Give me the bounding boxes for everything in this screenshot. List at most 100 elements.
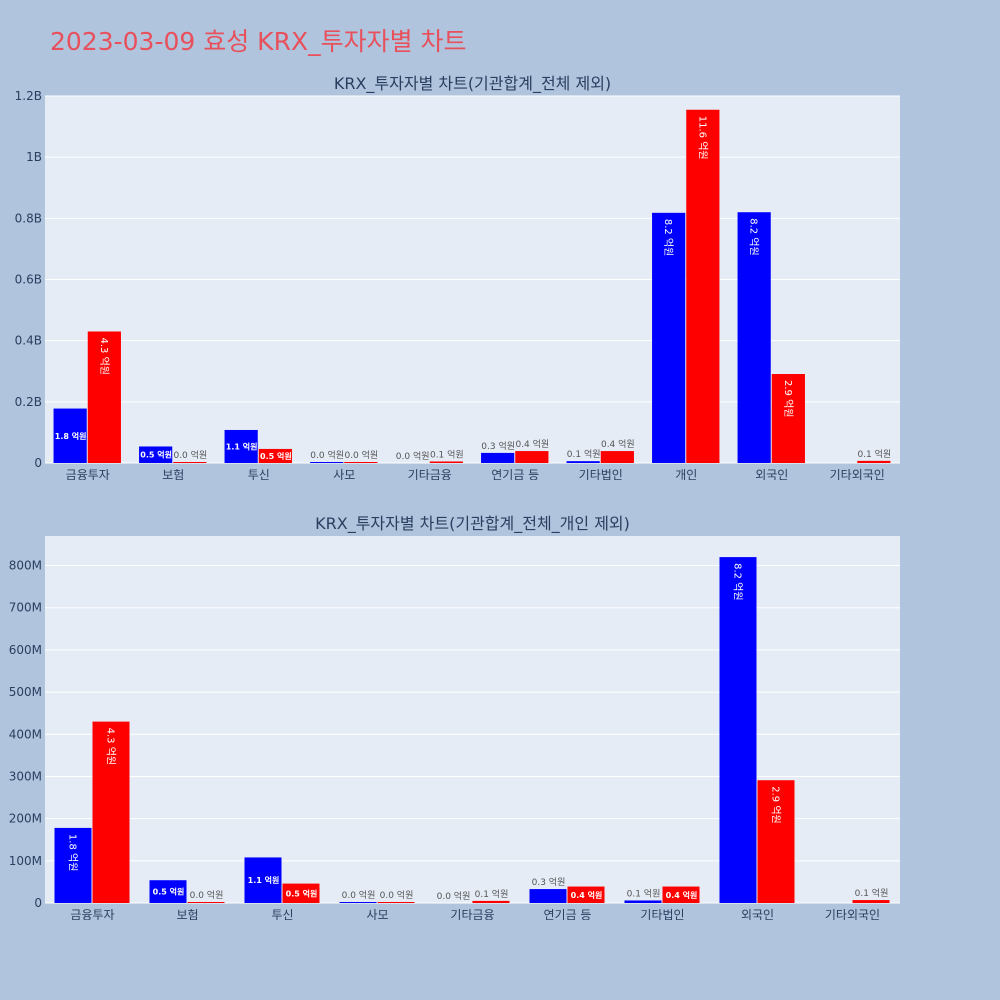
x-tick-label: 기타외국인	[830, 468, 885, 480]
data-label: 8.2 억원	[732, 563, 744, 600]
y-tick-label: 400M	[9, 727, 42, 741]
x-tick-label: 기타법인	[640, 908, 684, 920]
bar-sell	[87, 331, 121, 463]
y-tick-label: 500M	[9, 685, 42, 699]
data-label: 0.0 억원	[437, 890, 471, 902]
x-tick-label: 금융투자	[70, 908, 114, 920]
bar-sell	[662, 886, 700, 903]
x-tick-label: 기타법인	[579, 468, 623, 480]
chart-title: KRX_투자자별 차트(기관합계_전체_개인 제외)	[315, 514, 630, 534]
y-tick-label: 1.2B	[15, 89, 42, 103]
bar-sell	[173, 462, 207, 463]
data-label: 0.1 억원	[857, 448, 891, 460]
data-label: 0.5 억원	[153, 887, 185, 897]
data-label: 0.5 억원	[260, 451, 292, 461]
bar-sell	[258, 448, 292, 463]
data-label: 2.9 억원	[782, 380, 794, 417]
bar-buy	[566, 461, 600, 463]
x-tick-label: 기타금융	[408, 468, 452, 480]
bar-sell	[757, 780, 795, 903]
y-tick-label: 300M	[9, 769, 42, 783]
data-label: 0.0 억원	[396, 450, 430, 462]
y-tick-label: 100M	[9, 854, 42, 868]
data-label: 0.4 억원	[515, 438, 549, 450]
data-label: 8.2 억원	[662, 219, 674, 256]
bar-buy	[652, 212, 686, 463]
x-tick-label: 연기금 등	[491, 468, 539, 480]
bar-sell	[429, 461, 463, 463]
bar-sell	[567, 886, 605, 903]
bar-buy	[624, 900, 662, 903]
bar-buy	[529, 889, 567, 903]
y-tick-label: 0.8B	[15, 211, 42, 225]
data-label: 0.4 억원	[666, 890, 698, 900]
data-label: 1.8 억원	[67, 834, 79, 871]
data-label: 0.5 억원	[286, 888, 318, 898]
bar-sell	[600, 451, 634, 463]
bar-sell	[377, 902, 415, 903]
data-label: 0.0 억원	[344, 449, 378, 461]
data-label: 0.4 억원	[571, 890, 603, 900]
bar-sell	[771, 374, 805, 463]
chart-title: KRX_투자자별 차트(기관합계_전체 제외)	[334, 74, 611, 94]
x-tick-label: 보험	[162, 468, 184, 480]
x-tick-label: 사모	[333, 468, 355, 480]
data-label: 0.1 억원	[627, 887, 661, 899]
chart-institutions-individuals-excluded: KRX_투자자별 차트(기관합계_전체_개인 제외) 0 100M 200M 300M 4…	[9, 514, 900, 920]
x-tick-label: 투신	[271, 908, 293, 920]
y-tick-label: 600M	[9, 643, 42, 657]
data-label: 0.1 억원	[430, 448, 464, 460]
data-label: 0.4 억원	[601, 438, 635, 450]
x-tick-label: 보험	[176, 908, 198, 920]
data-label: 11.6 억원	[696, 116, 708, 160]
y-tick-label: 0	[34, 896, 42, 910]
y-tick-label: 0	[34, 456, 42, 470]
data-label: 2.9 억원	[770, 786, 782, 823]
bar-sell	[92, 721, 130, 903]
data-label: 8.2 억원	[748, 218, 760, 255]
bar-buy	[244, 857, 282, 903]
data-label: 0.0 억원	[190, 889, 224, 901]
data-label: 0.1 억원	[567, 448, 601, 460]
data-label: 0.3 억원	[532, 876, 566, 888]
bar-sell	[515, 451, 549, 463]
x-tick-label: 외국인	[741, 908, 774, 920]
y-tick-label: 700M	[9, 601, 42, 615]
data-label: 0.3 억원	[481, 440, 515, 452]
bar-sell	[344, 462, 378, 463]
bar-sell	[686, 109, 720, 463]
data-label: 0.0 억원	[342, 889, 376, 901]
x-tick-label: 기타외국인	[825, 908, 880, 920]
data-label: 0.0 억원	[310, 449, 344, 461]
data-label: 0.1 억원	[855, 887, 889, 899]
bar-sell	[282, 883, 320, 903]
x-tick-label: 투신	[248, 468, 270, 480]
data-label: 1.1 억원	[226, 441, 258, 451]
x-tick-label: 외국인	[755, 468, 788, 480]
data-label: 1.1 억원	[248, 875, 280, 885]
data-label: 0.5 억원	[140, 450, 172, 460]
bar-buy	[149, 880, 187, 903]
data-label: 4.3 억원	[98, 337, 110, 374]
y-tick-label: 800M	[9, 559, 42, 573]
data-label: 0.0 억원	[380, 889, 414, 901]
bar-sell	[852, 900, 890, 903]
bar-buy	[53, 408, 87, 463]
bar-buy	[139, 446, 173, 463]
bar-buy	[339, 902, 377, 903]
bar-buy	[481, 452, 515, 463]
y-tick-label: 1B	[26, 150, 42, 164]
bar-buy	[224, 429, 258, 463]
bar-sell	[472, 900, 510, 903]
y-tick-label: 200M	[9, 812, 42, 826]
bar-buy	[737, 212, 771, 463]
bar-buy	[54, 827, 92, 903]
data-label: 0.1 억원	[475, 888, 509, 900]
bar-sell	[187, 902, 225, 903]
x-tick-label: 사모	[366, 908, 388, 920]
data-label: 1.8 억원	[55, 431, 87, 441]
chart-institutions-excluded: KRX_투자자별 차트(기관합계_전체 제외) 0 0.2B 0.4B 0.6B 0.8B…	[15, 74, 900, 480]
bar-sell	[857, 460, 891, 463]
bar-buy	[719, 557, 757, 903]
y-tick-label: 0.4B	[15, 334, 42, 348]
